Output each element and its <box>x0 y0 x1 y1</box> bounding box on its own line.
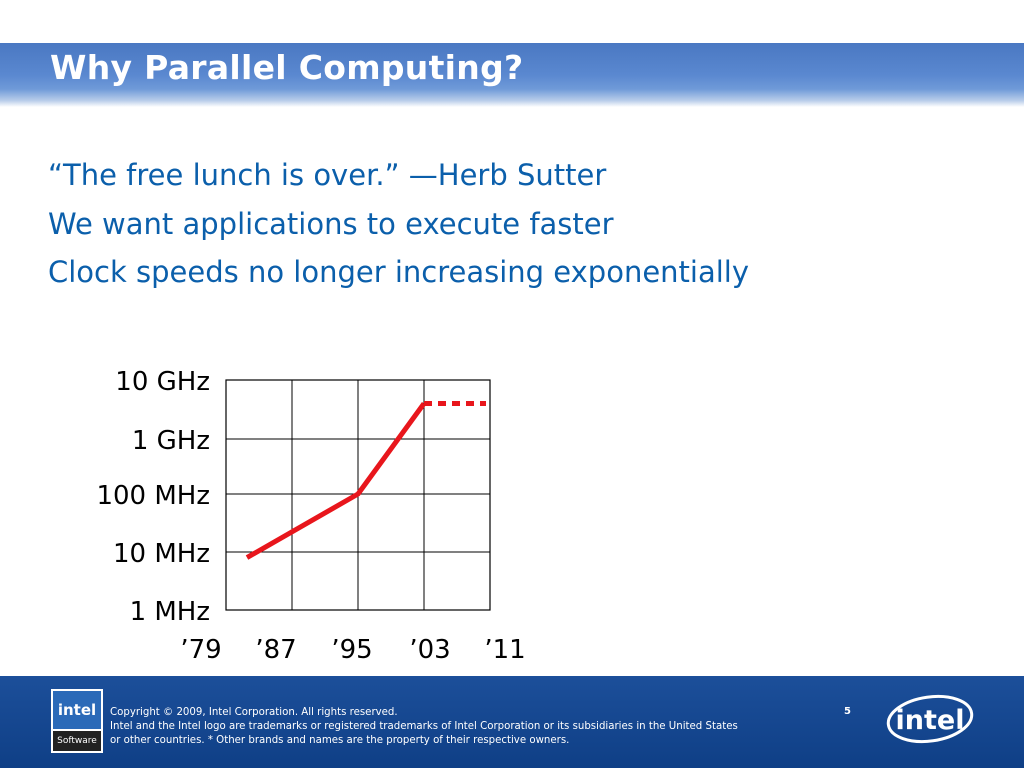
bullet-clock-speeds: Clock speeds no longer increasing expone… <box>48 255 750 289</box>
intel-logo-text: intel <box>896 705 965 736</box>
x-tick-label: ’11 <box>484 635 525 665</box>
intel-software-logo-bottom: Software <box>53 731 101 751</box>
bullet-faster: We want applications to execute faster <box>48 207 614 241</box>
legal-line-1: Intel and the Intel logo are trademarks … <box>110 721 738 732</box>
copyright-line: Copyright © 2009, Intel Corporation. All… <box>110 707 398 718</box>
slide-title: Why Parallel Computing? <box>50 48 524 87</box>
y-tick-label: 10 GHz <box>115 367 210 397</box>
x-tick-label: ’79 <box>180 635 221 665</box>
page-number: 5 <box>844 706 851 717</box>
clock-speed-chart: 1 MHz 10 MHz 100 MHz 1 GHz 10 GHz ’79 ’87 ’95 ’0… <box>96 367 525 665</box>
series-line-historical <box>245 402 427 560</box>
y-tick-label: 1 MHz <box>130 597 210 627</box>
y-tick-label: 100 MHz <box>96 481 210 511</box>
y-tick-label: 10 MHz <box>113 539 210 569</box>
x-tick-label: ’95 <box>331 635 372 665</box>
intel-logo: intel <box>886 694 974 744</box>
x-tick-label: ’03 <box>409 635 450 665</box>
title-bar <box>0 43 1024 107</box>
legal-line-2: or other countries. * Other brands and n… <box>110 735 570 746</box>
intel-software-logo-top: intel <box>53 691 101 729</box>
legal-text: Copyright © 2009, Intel Corporation. All… <box>110 706 738 748</box>
y-tick-label: 1 GHz <box>132 426 210 456</box>
x-tick-label: ’87 <box>255 635 296 665</box>
intel-software-logo: intel Software <box>51 689 103 753</box>
bullet-quote: “The free lunch is over.” —Herb Sutter <box>48 158 607 192</box>
footer <box>0 676 1024 768</box>
